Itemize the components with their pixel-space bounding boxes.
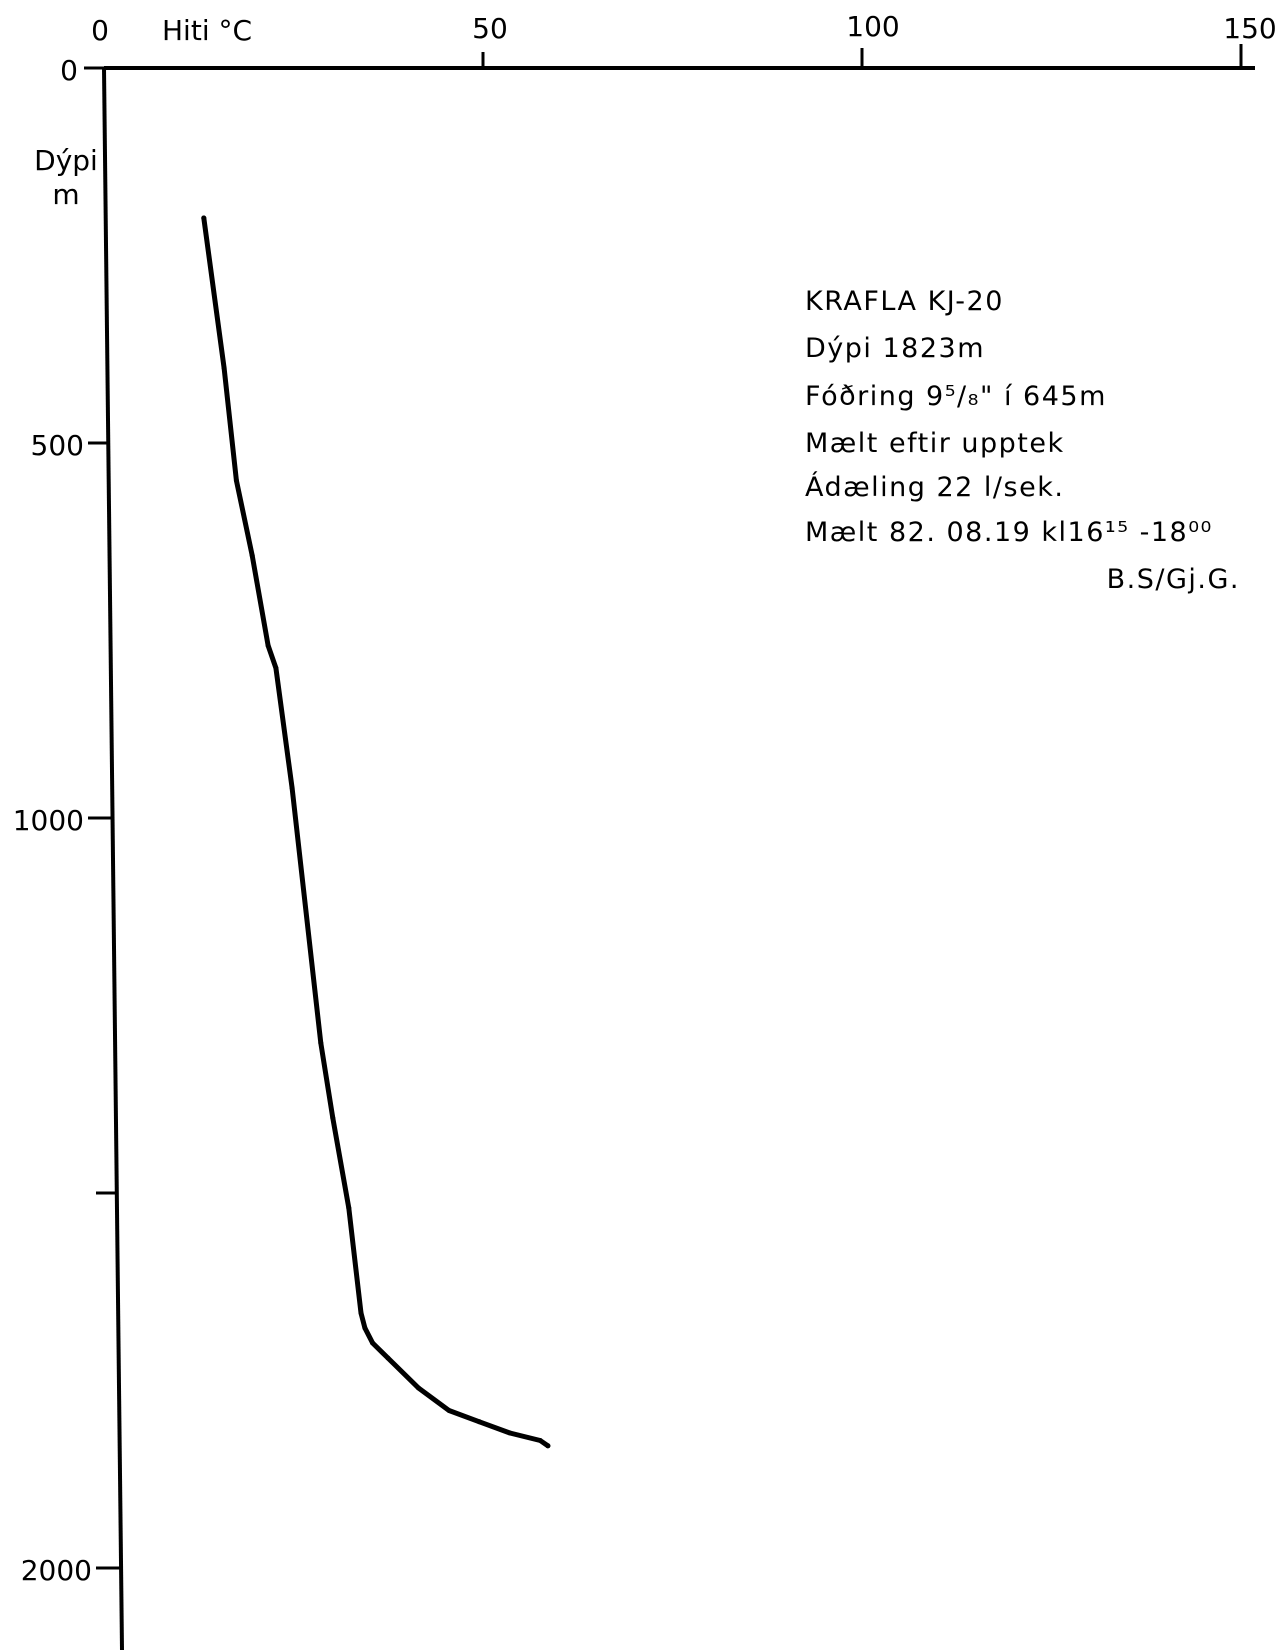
data-point xyxy=(446,1408,452,1413)
data-point xyxy=(545,1443,551,1449)
y-axis-title: Dýpi xyxy=(34,144,98,177)
annotation-title: KRAFLA KJ-20 xyxy=(805,286,1004,317)
data-point xyxy=(273,665,279,671)
data-point xyxy=(201,215,207,221)
y-tick-label: 0 xyxy=(60,54,78,87)
annotation-measured-after: Mælt eftir upptek xyxy=(805,428,1065,459)
well-annotation: KRAFLA KJ-20 Dýpi 1823m Fóðring 9⁵/₈" í … xyxy=(805,286,1240,595)
x-ticks: 0 50 100 150 xyxy=(91,10,1277,68)
x-tick-label: 0 xyxy=(91,14,109,47)
data-point xyxy=(221,365,227,371)
annotation-casing: Fóðring 9⁵/₈" í 645m xyxy=(805,381,1107,412)
temperature-profile-line xyxy=(201,215,551,1449)
data-point xyxy=(385,1355,391,1361)
x-axis-title: Hiti °C xyxy=(162,14,252,47)
data-point xyxy=(476,1419,482,1425)
y-tick-label: 500 xyxy=(31,429,84,462)
data-point xyxy=(330,1115,336,1121)
data-point xyxy=(537,1438,543,1443)
data-point xyxy=(233,478,239,483)
data-point xyxy=(265,643,271,648)
annotation-initials: B.S/Gj.G. xyxy=(1107,564,1240,595)
data-point xyxy=(507,1430,513,1436)
series-points xyxy=(201,215,551,1449)
x-tick-label: 50 xyxy=(472,12,508,45)
data-point xyxy=(289,785,295,791)
annotation-date: Mælt 82. 08.19 kl16¹⁵ -18⁰⁰ xyxy=(805,517,1213,548)
y-axis-line xyxy=(102,67,124,1650)
annotation-flow: Ádæling 22 l/sek. xyxy=(805,471,1064,503)
x-tick-label: 150 xyxy=(1223,12,1276,45)
data-point xyxy=(362,1325,368,1331)
y-tick-label: 2000 xyxy=(21,1554,92,1587)
y-axis-unit: m xyxy=(52,178,79,211)
data-point xyxy=(416,1385,421,1391)
data-point xyxy=(346,1205,352,1211)
x-tick-label: 100 xyxy=(846,10,899,43)
data-point xyxy=(249,553,255,558)
annotation-depth: Dýpi 1823m xyxy=(805,333,985,364)
data-point xyxy=(370,1340,376,1346)
y-ticks: 0 500 1000 2000 xyxy=(13,54,120,1587)
y-tick-label: 1000 xyxy=(13,804,84,837)
data-point xyxy=(318,1040,324,1046)
data-point xyxy=(358,1310,364,1316)
